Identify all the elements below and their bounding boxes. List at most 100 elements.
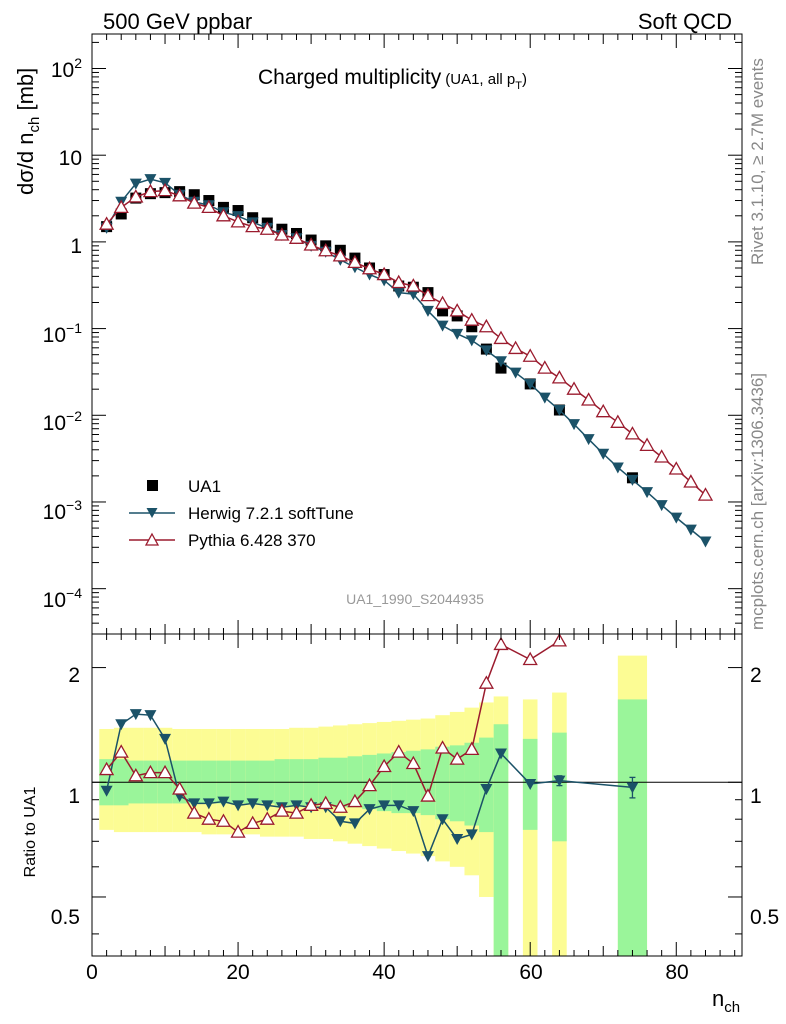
ytick-label-1e-4: 10−4 xyxy=(43,585,83,612)
pythia-point xyxy=(230,214,246,228)
herwig-point xyxy=(436,320,449,332)
pythia-point xyxy=(683,474,699,488)
herwig-ratio-point xyxy=(115,719,128,731)
pythia-point xyxy=(318,242,334,257)
ytick-label-1: 1 xyxy=(70,235,82,258)
herwig-point xyxy=(465,335,478,347)
pythia-point xyxy=(113,199,129,214)
pythia-ratio-point xyxy=(361,777,378,792)
herwig-ratio-point xyxy=(436,814,449,826)
herwig-point xyxy=(509,367,522,379)
ratio-ytick-label-2: 2 xyxy=(68,664,80,687)
herwig-ratio-point xyxy=(465,829,478,841)
rivet-version-label: Rivet 3.1.10, ≥ 2.7M events xyxy=(748,58,767,265)
pythia-point xyxy=(391,274,407,289)
herwig-point xyxy=(392,287,405,299)
ua1-data-point xyxy=(115,208,127,220)
xtick-label-60: 60 xyxy=(519,961,542,984)
ratio-ytick-label-1-right: 1 xyxy=(750,785,762,808)
herwig-ratio-point xyxy=(524,778,537,790)
herwig-point xyxy=(684,524,697,536)
ratio-ytick-label-1: 1 xyxy=(68,785,80,808)
herwig-ratio-point xyxy=(553,775,566,787)
herwig-ratio-point xyxy=(129,709,142,721)
ratio-ytick-label-2-right: 2 xyxy=(750,664,762,687)
main-ylabel-sub: ch xyxy=(26,117,43,133)
stat-band-segment xyxy=(318,757,334,806)
ua1-data-point xyxy=(188,189,200,201)
pythia-ratio-point xyxy=(259,811,275,825)
herwig-point xyxy=(670,512,683,524)
header-left: 500 GeV ppbar xyxy=(103,9,252,34)
herwig-point xyxy=(129,178,142,190)
legend-label-pythia: Pythia 6.428 370 xyxy=(188,531,316,550)
herwig-ratio-point xyxy=(407,806,420,818)
header-right: Soft QCD xyxy=(638,9,732,34)
pythia-ratio-point xyxy=(318,795,334,810)
pythia-point xyxy=(332,248,348,262)
xtick-label-80: 80 xyxy=(665,961,688,984)
pythia-point xyxy=(259,221,275,235)
stat-band-segment xyxy=(435,746,450,820)
pythia-point xyxy=(420,287,436,302)
pythia-ratio-point xyxy=(274,803,290,817)
pythia-ratio-point xyxy=(522,651,538,666)
pythia-point xyxy=(595,403,611,418)
pythia-point xyxy=(142,183,159,198)
pythia-point xyxy=(566,381,582,395)
herwig-point xyxy=(597,448,610,460)
pythia-point xyxy=(405,278,421,292)
herwig-ratio-point xyxy=(334,816,347,828)
herwig-point xyxy=(451,328,464,340)
chart-title-sub: (UA1, all p xyxy=(445,71,515,88)
chart-title-sub-end: ) xyxy=(522,71,527,88)
ratio-ytick-label-0.5: 0.5 xyxy=(51,906,80,929)
herwig-ratio-point xyxy=(421,851,434,863)
ytick-label-1e2: 102 xyxy=(51,55,82,82)
ua1-data-point xyxy=(232,205,244,217)
stat-band-segment xyxy=(347,756,363,808)
ratio-data-group xyxy=(98,634,639,863)
herwig-ratio-point xyxy=(232,800,245,812)
pythia-point xyxy=(201,199,217,214)
legend: UA1 Herwig 7.2.1 softTune Pythia 6.428 3… xyxy=(129,477,354,550)
herwig-point xyxy=(480,345,493,357)
herwig-ratio-point xyxy=(261,800,274,812)
legend-label-herwig: Herwig 7.2.1 softTune xyxy=(188,504,354,523)
xtick-label-0: 0 xyxy=(86,961,98,984)
pythia-point xyxy=(157,182,173,197)
stat-band-segment xyxy=(464,742,480,826)
pythia-point xyxy=(493,330,509,345)
ytick-label-1e-1: 10−1 xyxy=(43,320,83,347)
pythia-point xyxy=(361,260,378,275)
herwig-point xyxy=(524,378,537,390)
pythia-point xyxy=(449,303,465,317)
pythia-ratio-point xyxy=(128,767,144,782)
herwig-point xyxy=(494,356,507,368)
ratio-frame xyxy=(91,633,743,957)
herwig-ratio-point xyxy=(392,800,405,812)
pythia-point xyxy=(274,227,290,241)
main-ylabel: dσ/d nch [mb] xyxy=(13,68,43,195)
pythia-point xyxy=(172,187,188,202)
herwig-ratio-point xyxy=(188,798,201,810)
pythia-point xyxy=(128,189,144,203)
herwig-point xyxy=(641,487,654,499)
herwig-point xyxy=(582,434,595,446)
herwig-point xyxy=(611,462,624,474)
chart-title-main: Charged multiplicity xyxy=(258,66,442,89)
pythia-ratio-point xyxy=(420,788,436,802)
herwig-ratio-point xyxy=(480,784,493,796)
pythia-line xyxy=(106,189,706,496)
ytick-label-10: 10 xyxy=(59,147,82,170)
main-panel xyxy=(91,33,743,635)
pythia-ratio-point xyxy=(405,755,421,770)
pythia-ratio-point xyxy=(172,781,188,795)
ua1-data-point xyxy=(437,305,449,317)
pythia-ratio-point xyxy=(493,636,509,651)
herwig-point xyxy=(144,174,157,186)
pythia-ratio-point xyxy=(98,761,115,776)
pythia-ratio-point xyxy=(186,805,202,819)
pythia-ratio-point xyxy=(376,758,392,773)
